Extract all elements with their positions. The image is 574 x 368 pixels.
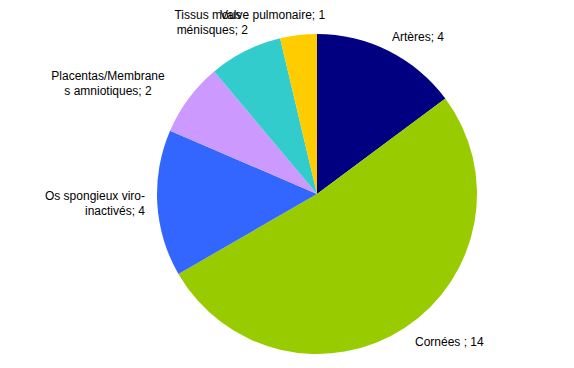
value-label: ; 2 [235, 23, 249, 37]
category-label: Placentas/Membrane [51, 69, 165, 83]
category-label: Artères [392, 30, 431, 44]
slice-label: Artères; 4 [392, 30, 444, 44]
slices [157, 34, 477, 354]
value-label: ; 4 [132, 204, 146, 218]
category-label: Os spongieux viro- [45, 189, 145, 203]
value-label: ; 2 [138, 84, 152, 98]
label-line: Valve pulmonaire; 1 [220, 8, 325, 22]
category-label: Cornées [415, 335, 460, 349]
label-line: Cornées ; 14 [415, 335, 484, 349]
pie-chart: Artères; 4Cornées ; 14Os spongieux viro-… [0, 0, 574, 368]
value-label: ; 4 [431, 30, 445, 44]
label-line: ménisques; 2 [177, 23, 249, 37]
chart-container: Artères; 4Cornées ; 14Os spongieux viro-… [0, 0, 574, 368]
category-label: ménisques [177, 23, 235, 37]
slice-label: Cornées ; 14 [415, 335, 484, 349]
slice-label: Valve pulmonaire; 1 [220, 8, 325, 22]
label-line: inactivés; 4 [85, 204, 145, 218]
pie-slice [280, 34, 317, 194]
label-line: s amniotiques; 2 [64, 84, 152, 98]
category-label: inactivés [85, 204, 132, 218]
slice-label: Os spongieux viro-inactivés; 4 [45, 189, 145, 218]
slice-label: Placentas/Membranes amniotiques; 2 [51, 69, 165, 98]
data-labels: Artères; 4Cornées ; 14Os spongieux viro-… [45, 8, 484, 349]
category-label: s amniotiques [64, 84, 138, 98]
category-label: Valve pulmonaire [220, 8, 312, 22]
label-line: Artères; 4 [392, 30, 444, 44]
value-label: ; 1 [312, 8, 326, 22]
value-label: ; 14 [460, 335, 484, 349]
